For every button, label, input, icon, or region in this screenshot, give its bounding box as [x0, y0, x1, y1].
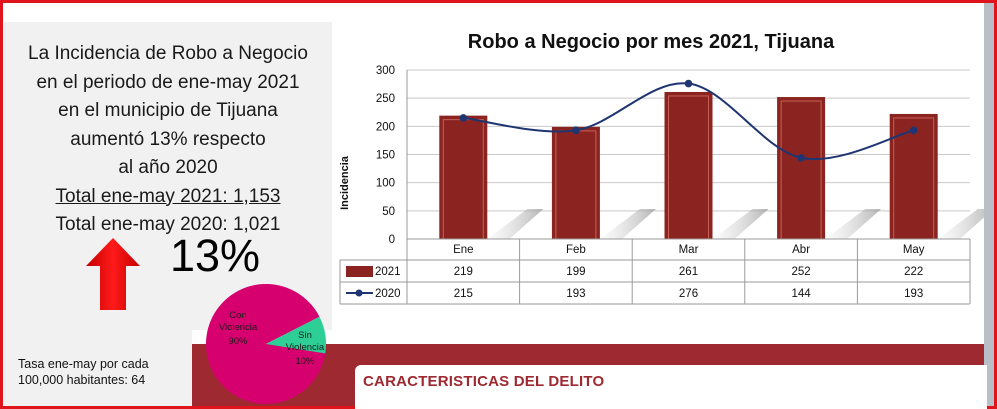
bar-shadow — [487, 209, 544, 239]
point-2020 — [909, 126, 918, 135]
y-tick-label: 100 — [376, 178, 395, 190]
table-cell-2020: 193 — [904, 288, 923, 300]
summary-total-2020: Total ene-may 2020: 1,021 — [55, 214, 281, 235]
pie-label-sin-line2: Violencia — [286, 342, 325, 353]
table-cell-2021: 222 — [904, 266, 923, 278]
x-tick-label: Abr — [792, 244, 810, 256]
tasa-text: Tasa ene-may por cada 100,000 habitantes… — [18, 356, 149, 388]
table-cell-2021: 199 — [566, 266, 585, 278]
summary-line-3: en el municipio de Tijuana — [58, 100, 278, 121]
table-cell-2021: 219 — [454, 266, 473, 278]
section-header: CARACTERISTICAS DEL DELITO — [355, 365, 987, 409]
bar-2021 — [551, 126, 600, 239]
bar-shadow — [712, 209, 769, 239]
bar-2021 — [439, 115, 488, 239]
summary-line-4: aumentó 13% respecto — [70, 128, 266, 150]
pie-label-con-pct: 90% — [228, 336, 248, 347]
point-2020 — [572, 126, 580, 135]
section-title: CARACTERISTICAS DEL DELITO — [363, 373, 605, 390]
x-tick-label: May — [903, 244, 925, 256]
point-2020 — [797, 154, 805, 162]
y-axis-label: Incidencia — [339, 155, 351, 210]
summary-line-1: La Incidencia de Robo a Negocio — [28, 43, 308, 64]
big-percent: 13% — [170, 230, 261, 281]
up-arrow-icon — [86, 238, 140, 310]
bar-shadow — [599, 209, 656, 239]
y-tick-label: 0 — [389, 234, 395, 246]
x-tick-label: Mar — [679, 244, 699, 256]
summary-line-2: en el periodo de ene-may 2021 — [36, 71, 300, 93]
pie-label-sin-pct: 10% — [295, 356, 315, 367]
frame-shadow — [984, 3, 994, 406]
y-tick-label: 300 — [376, 65, 395, 77]
pie-slice-con-violencia — [206, 284, 326, 405]
table-cell-2021: 261 — [679, 266, 698, 278]
tasa-line-1: Tasa ene-may por cada — [18, 357, 149, 371]
summary-line-5: al año 2020 — [118, 157, 218, 178]
x-tick-label: Feb — [566, 244, 586, 256]
table-cell-2021: 252 — [792, 266, 811, 278]
table-cell-2020: 193 — [566, 288, 585, 300]
point-2020 — [684, 79, 693, 88]
x-tick-label: Ene — [453, 244, 473, 256]
tasa-box — [4, 330, 192, 406]
pie-label-sin-line1: Sin — [298, 330, 312, 341]
bar-2021 — [777, 97, 826, 239]
violence-pie-chart: Con Violencia 90% Sin Violencia 10% — [206, 284, 326, 405]
y-tick-label: 50 — [382, 206, 395, 218]
y-tick-label: 250 — [376, 93, 395, 105]
pie-label-con-line1: Con — [229, 310, 246, 321]
table-cell-2020: 276 — [679, 288, 698, 300]
tasa-line-2: 100,000 habitantes: 64 — [18, 373, 146, 387]
pie-slice-sin-violencia — [266, 316, 326, 354]
bar-2021 — [889, 113, 938, 239]
legend-marker-2020 — [355, 289, 363, 297]
summary-panel — [4, 22, 332, 330]
bar-line-chart: Robo a Negocio por mes 2021, Tijuana Inc… — [339, 31, 984, 305]
legend-swatch-2021 — [346, 266, 373, 277]
summary-total-2021: Total ene-may 2021: 1,153 — [55, 185, 281, 207]
summary-text: La Incidencia de Robo a Negocio en el pe… — [4, 40, 332, 240]
bar-2021 — [664, 91, 713, 239]
legend-label-2020: 2020 — [375, 288, 401, 300]
legend-label-2021: 2021 — [375, 266, 401, 278]
point-2020 — [459, 114, 468, 122]
table-cell-2020: 144 — [792, 288, 812, 300]
y-tick-label: 150 — [376, 150, 395, 162]
chart-title: Robo a Negocio por mes 2021, Tijuana — [468, 31, 835, 53]
y-tick-label: 200 — [376, 121, 395, 133]
bar-shadow — [825, 209, 882, 239]
table-cell-2020: 215 — [454, 288, 473, 300]
bar-shadow — [937, 209, 984, 239]
pie-label-con-line2: Violencia — [219, 322, 258, 333]
